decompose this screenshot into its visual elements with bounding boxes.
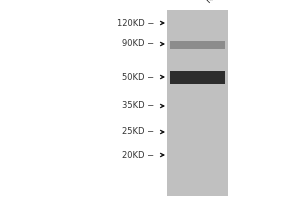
Text: 120KD −: 120KD − <box>117 19 154 27</box>
Text: 35KD −: 35KD − <box>122 102 154 110</box>
Bar <box>169 71 225 84</box>
Text: 90KD −: 90KD − <box>122 40 154 48</box>
Text: 50KD −: 50KD − <box>122 72 154 82</box>
Text: K562: K562 <box>203 0 228 4</box>
Bar <box>169 41 225 49</box>
Text: 25KD −: 25KD − <box>122 128 154 136</box>
Bar <box>167 10 228 196</box>
Text: 20KD −: 20KD − <box>122 150 154 160</box>
